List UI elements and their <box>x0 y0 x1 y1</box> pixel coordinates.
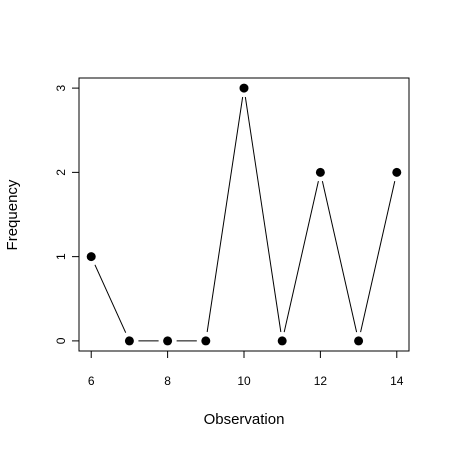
line-segment <box>94 264 127 333</box>
y-tick-label: 0 <box>54 337 68 344</box>
y-tick-label: 3 <box>54 84 68 91</box>
y-tick-label: 2 <box>54 169 68 176</box>
data-point <box>354 336 364 346</box>
data-point <box>239 83 249 93</box>
data-point <box>315 167 325 177</box>
x-tick-label: 6 <box>88 374 95 388</box>
data-point <box>201 336 211 346</box>
data-point <box>86 252 96 262</box>
line-segment <box>244 96 282 333</box>
x-tick-label: 14 <box>390 374 404 388</box>
y-axis-title: Frequency <box>4 179 21 250</box>
x-tick-label: 12 <box>314 374 328 388</box>
data-point <box>392 167 402 177</box>
x-tick-label: 8 <box>164 374 171 388</box>
x-tick-label: 10 <box>237 374 251 388</box>
line-segment <box>283 181 319 333</box>
y-tick-label: 1 <box>54 253 68 260</box>
line-segment <box>206 96 244 333</box>
line-segment <box>360 181 396 333</box>
x-axis-title: Observation <box>204 411 285 428</box>
data-point <box>163 336 173 346</box>
plot-box <box>78 77 410 352</box>
line-segment <box>321 181 358 333</box>
data-point <box>277 336 287 346</box>
data-point <box>124 336 134 346</box>
